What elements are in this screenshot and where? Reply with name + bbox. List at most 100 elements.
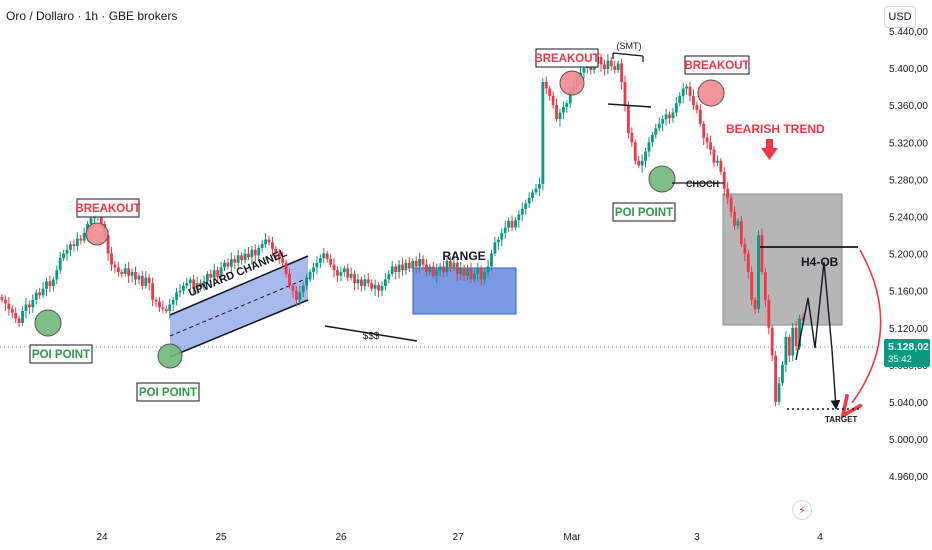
candle-body	[661, 119, 665, 124]
y-axis-label: 5.040,00	[889, 398, 928, 409]
candle-body	[421, 259, 425, 265]
candle-body	[455, 262, 459, 274]
candle-body	[760, 234, 764, 273]
range-label: RANGE	[442, 249, 485, 263]
candle-body	[247, 253, 250, 258]
candle-body	[24, 304, 28, 311]
candle-body	[38, 292, 42, 296]
candle-body	[685, 86, 689, 89]
candle-body	[113, 264, 117, 268]
candle-body	[229, 259, 233, 267]
candle-body	[195, 283, 199, 289]
candle-body	[414, 260, 418, 267]
x-axis-label: 3	[694, 532, 700, 543]
candle-body	[14, 312, 18, 319]
candle-body	[404, 262, 408, 271]
candle-body	[654, 128, 658, 135]
breakout-label-1: BREAKOUT	[75, 203, 140, 215]
candle-body	[630, 132, 634, 143]
candle-body	[168, 304, 172, 311]
poi-label-box-2	[136, 382, 200, 402]
candle-body	[688, 86, 692, 96]
candle-body	[671, 112, 675, 119]
candle-body	[514, 220, 517, 228]
candle-body	[520, 209, 524, 215]
candle-body	[301, 285, 305, 293]
candle-body	[48, 281, 52, 286]
candle-body	[144, 277, 148, 286]
candle-body	[551, 95, 555, 106]
candle-body	[476, 268, 480, 274]
candle-body	[277, 253, 281, 259]
candle-body	[257, 247, 261, 256]
candle-body	[212, 270, 216, 278]
currency-button[interactable]: USD	[884, 6, 916, 28]
candle-body	[69, 244, 72, 250]
smt-label: (SMT)	[617, 41, 642, 51]
h4-ob-label: H4-OB	[801, 255, 839, 269]
candle-body	[236, 255, 240, 263]
candle-body	[185, 283, 189, 286]
candle-body	[736, 221, 740, 226]
candle-body	[130, 272, 134, 276]
candle-body	[308, 272, 312, 280]
candle-body	[72, 244, 76, 247]
candle-body	[558, 112, 562, 120]
bar-countdown: 35:42	[888, 354, 912, 365]
red-curved-arrow	[852, 249, 882, 403]
smt-bracket	[612, 52, 644, 57]
candles	[0, 51, 805, 407]
bolt-icon[interactable]: ⚡	[792, 500, 812, 520]
y-axis-label: 5.400,00	[889, 64, 928, 75]
candle-body	[134, 272, 137, 280]
candle-body	[640, 160, 644, 166]
candle-body	[743, 244, 747, 254]
candle-body	[442, 266, 445, 273]
candle-body	[534, 188, 538, 193]
candle-body	[298, 292, 302, 300]
candle-body	[55, 270, 59, 280]
candle-body	[394, 266, 398, 273]
breakout-label-3: BREAKOUT	[684, 60, 749, 72]
chart-title: Oro / Dollaro · 1h · GBE brokers	[6, 9, 178, 23]
candle-body	[199, 283, 202, 287]
y-axis-label: 5.360,00	[889, 101, 928, 112]
candle-body	[787, 336, 791, 356]
candle-body	[21, 310, 24, 324]
candle-body	[753, 299, 757, 310]
candle-body	[329, 259, 333, 265]
candle-body	[397, 264, 401, 273]
candle-body	[791, 327, 795, 356]
candle-body	[288, 273, 291, 286]
candle-body	[41, 288, 45, 296]
candle-body	[763, 272, 767, 300]
candle-body	[435, 270, 439, 276]
candle-body	[418, 259, 422, 267]
candle-body	[164, 309, 168, 311]
y-axis-label: 5.000,00	[889, 435, 928, 446]
poi-label-box-1	[29, 344, 93, 364]
time-axis[interactable]	[0, 522, 880, 550]
candle-body	[425, 264, 428, 273]
candle-body	[253, 249, 257, 256]
candle-body	[182, 285, 185, 291]
breakout-label-2: BREAKOUT	[534, 53, 599, 65]
candle-body	[240, 255, 244, 260]
candle-body	[79, 238, 83, 241]
poi-label-1: POI POINT	[32, 349, 90, 361]
candle-body	[58, 258, 62, 271]
price-axis[interactable]	[880, 0, 932, 550]
breakout-label-box-1	[76, 198, 140, 218]
candle-body	[175, 292, 178, 300]
candle-body	[531, 192, 534, 198]
candle-body	[140, 275, 144, 286]
candle-body	[65, 249, 69, 254]
candle-body	[349, 273, 353, 278]
candle-body	[383, 279, 387, 286]
candle-body	[318, 258, 322, 263]
candle-body	[637, 160, 641, 166]
x-axis-label: 24	[96, 532, 108, 543]
x-axis-labels: 24 25 26 27 Mar 3 4	[96, 532, 823, 543]
candle-body	[674, 103, 678, 113]
